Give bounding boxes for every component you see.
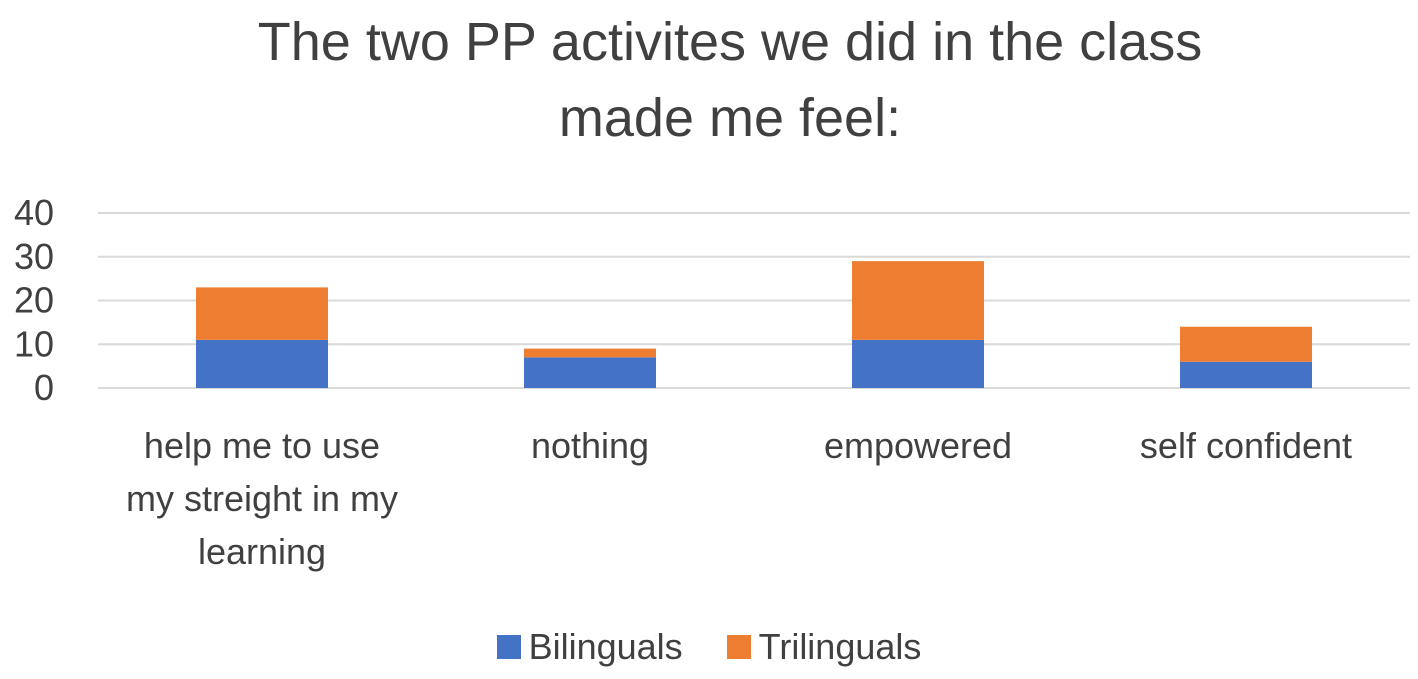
legend-label: Trilinguals <box>758 626 922 667</box>
x-category-label: nothing <box>531 425 649 466</box>
bar-bilinguals-2 <box>852 339 984 388</box>
bar-bilinguals-0 <box>196 339 328 388</box>
legend-swatch <box>726 635 751 659</box>
y-tick-label: 40 <box>14 192 54 233</box>
x-category-label: learning <box>198 531 326 572</box>
legend-label: Bilinguals <box>528 626 683 667</box>
legend-swatch <box>496 635 521 659</box>
chart-title: The two PP activites we did in the class… <box>257 12 1203 148</box>
bar-trilinguals-0 <box>196 287 328 340</box>
x-category-label: empowered <box>824 425 1012 466</box>
x-category-label: help me to use <box>144 425 380 466</box>
chart-legend: Bilinguals Trilinguals <box>0 626 1418 668</box>
x-category-label: self confident <box>1140 425 1352 466</box>
bar-trilinguals-1 <box>524 348 656 358</box>
y-tick-label: 10 <box>14 323 54 364</box>
bar-trilinguals-3 <box>1180 326 1312 362</box>
legend-item-bilinguals: Bilinguals <box>496 626 683 668</box>
bar-bilinguals-1 <box>524 357 656 388</box>
bar-bilinguals-3 <box>1180 361 1312 388</box>
x-category-label: my streight in my <box>126 478 398 519</box>
y-tick-label: 0 <box>34 367 54 408</box>
y-tick-label: 20 <box>14 280 54 321</box>
y-tick-label: 30 <box>14 236 54 277</box>
legend-item-trilinguals: Trilinguals <box>726 626 922 668</box>
bar-trilinguals-2 <box>852 261 984 340</box>
